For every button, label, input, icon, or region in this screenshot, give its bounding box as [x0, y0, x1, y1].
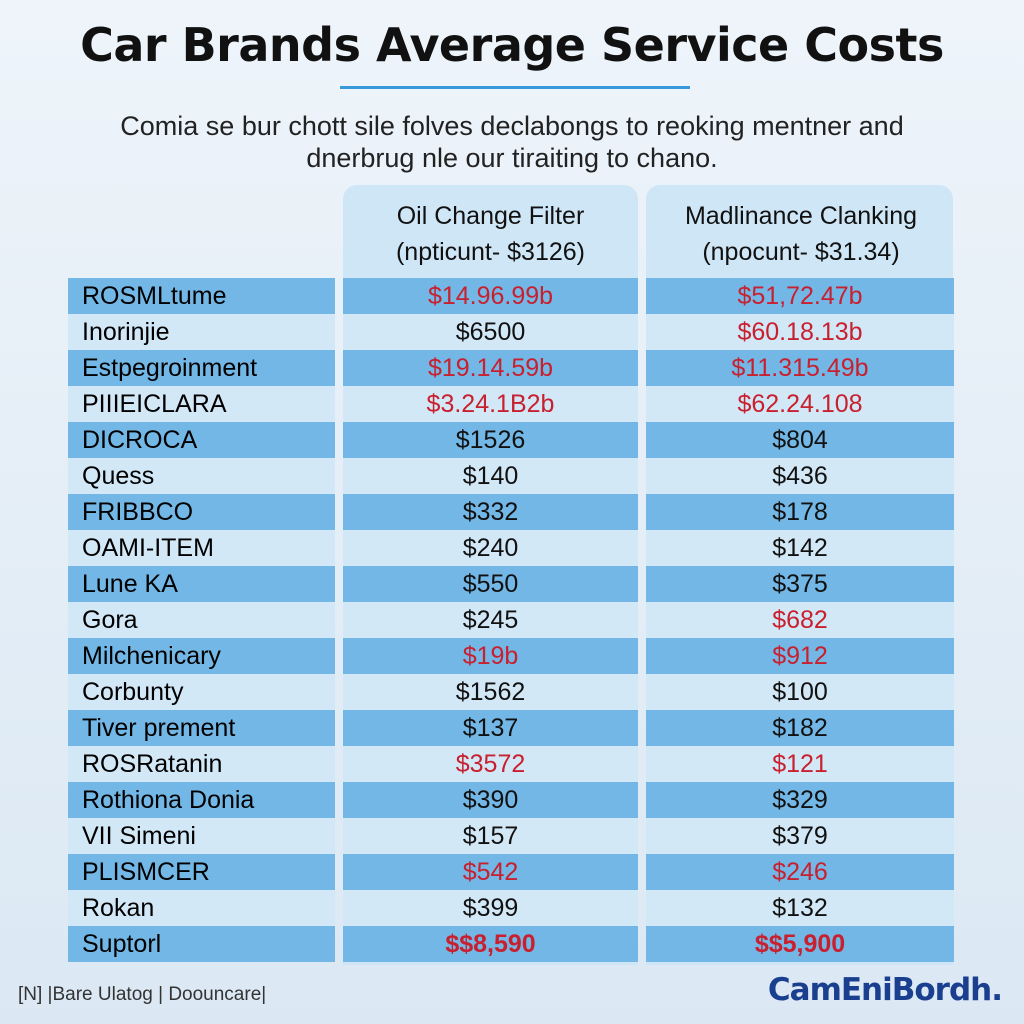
brand-name: PLISMCER [68, 854, 335, 890]
brand-name: ROSRatanin [68, 746, 335, 782]
table-row: ROSRatanin $3572 $121 [68, 746, 954, 782]
table-row: Rothiona Donia $390 $329 [68, 782, 954, 818]
cost-cell: $140 [343, 458, 638, 494]
cost-cell: $1562 [343, 674, 638, 710]
cost-cell: $157 [343, 818, 638, 854]
table-row: Tiver prement $137 $182 [68, 710, 954, 746]
table-row: DICROCA $1526 $804 [68, 422, 954, 458]
brand-name: Tiver prement [68, 710, 335, 746]
table-row: Suptorl $$8,590 $$5,900 [68, 926, 954, 962]
cost-cell: $$8,590 [343, 926, 638, 962]
table-row: OAMI-ITEM $240 $142 [68, 530, 954, 566]
cost-cell: $137 [343, 710, 638, 746]
cost-cell: $60.18.13b [646, 314, 954, 350]
table-row: PIIIEICLARA $3.24.1B2b $62.24.108 [68, 386, 954, 422]
table-row: Milchenicary $19b $912 [68, 638, 954, 674]
cost-cell: $240 [343, 530, 638, 566]
cost-cell: $11.315.49b [646, 350, 954, 386]
cost-cell: $390 [343, 782, 638, 818]
brand-name: PIIIEICLARA [68, 386, 335, 422]
cost-cell: $3572 [343, 746, 638, 782]
title-underline [340, 86, 690, 89]
cost-cell: $436 [646, 458, 954, 494]
cost-cell: $6500 [343, 314, 638, 350]
cost-cell: $329 [646, 782, 954, 818]
brand-name: DICROCA [68, 422, 335, 458]
cost-cell: $100 [646, 674, 954, 710]
cost-cell: $550 [343, 566, 638, 602]
table-row: Lune KA $550 $375 [68, 566, 954, 602]
cost-cell: $245 [343, 602, 638, 638]
cost-cell: $178 [646, 494, 954, 530]
table-row: ROSMLtume $14.96.99b $51,72.47b [68, 278, 954, 314]
brand-name: Inorinjie [68, 314, 335, 350]
brand-name: Estpegroinment [68, 350, 335, 386]
brand-name: FRIBBCO [68, 494, 335, 530]
cost-cell: $62.24.108 [646, 386, 954, 422]
column-header: Oil Change Filter (npticunt- $3126) [395, 202, 585, 266]
title: Car Brands Average Service Costs [80, 18, 944, 72]
cost-cell: $121 [646, 746, 954, 782]
cost-cell: $375 [646, 566, 954, 602]
table-row: Quess $140 $436 [68, 458, 954, 494]
cost-cell: $399 [343, 890, 638, 926]
cost-cell: $142 [646, 530, 954, 566]
brand-name: Rokan [68, 890, 335, 926]
brand-name: OAMI-ITEM [68, 530, 335, 566]
cost-cell: $804 [646, 422, 954, 458]
cost-cell: $1526 [343, 422, 638, 458]
table-row: Inorinjie $6500 $60.18.13b [68, 314, 954, 350]
cost-cell: $51,72.47b [646, 278, 954, 314]
brand-name: Gora [68, 602, 335, 638]
table-row: Gora $245 $682 [68, 602, 954, 638]
brand-name: Quess [68, 458, 335, 494]
brand-name: Rothiona Donia [68, 782, 335, 818]
cost-cell: $19.14.59b [343, 350, 638, 386]
cost-cell: $182 [646, 710, 954, 746]
cost-cell: $332 [343, 494, 638, 530]
cost-cell: $14.96.99b [343, 278, 638, 314]
footer-logo: CamEniBordh. [767, 972, 1003, 1008]
brand-name: Suptorl [68, 926, 335, 962]
table-row: PLISMCER $542 $246 [68, 854, 954, 890]
footer-left: [N] |Bare Ulatog | Doouncare| [18, 984, 267, 1005]
table-row: Estpegroinment $19.14.59b $11.315.49b [68, 350, 954, 386]
cost-cell: $379 [646, 818, 954, 854]
cost-cell: $682 [646, 602, 954, 638]
subtitle: Comia se bur chott sile folves declabong… [120, 111, 904, 173]
cost-cell: $3.24.1B2b [343, 386, 638, 422]
table-row: FRIBBCO $332 $178 [68, 494, 954, 530]
table-row: VII Simeni $157 $379 [68, 818, 954, 854]
cost-cell: $19b [343, 638, 638, 674]
column-header: Madlinance Clanking (npocunt- $31.34) [684, 202, 918, 266]
table-row: Corbunty $1562 $100 [68, 674, 954, 710]
brand-name: Milchenicary [68, 638, 335, 674]
brand-name: Lune KA [68, 566, 335, 602]
cost-cell: $912 [646, 638, 954, 674]
brand-name: ROSMLtume [68, 278, 335, 314]
table-row: Rokan $399 $132 [68, 890, 954, 926]
cost-cell: $$5,900 [646, 926, 954, 962]
cost-cell: $132 [646, 890, 954, 926]
brand-name: Corbunty [68, 674, 335, 710]
cost-cell: $542 [343, 854, 638, 890]
cost-cell: $246 [646, 854, 954, 890]
brand-name: VII Simeni [68, 818, 335, 854]
